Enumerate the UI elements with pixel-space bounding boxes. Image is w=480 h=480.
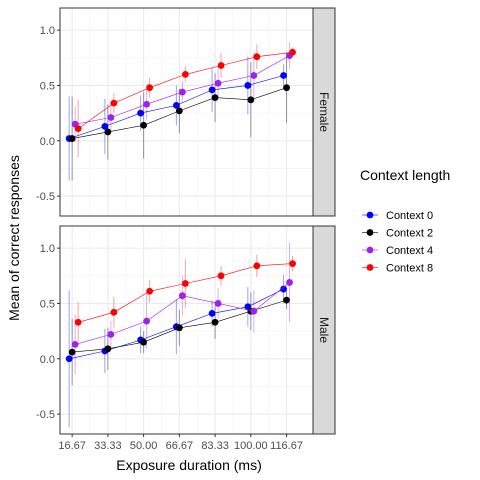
legend-label: Context 0: [386, 210, 433, 222]
data-point: [214, 300, 222, 307]
x-tick-label: 116.67: [270, 440, 303, 452]
x-tick-label: 16.67: [58, 440, 86, 452]
data-point: [143, 317, 151, 325]
data-point: [181, 70, 189, 78]
data-point: [146, 287, 154, 295]
data-point: [178, 88, 186, 96]
data-point: [71, 340, 79, 348]
data-point: [110, 99, 118, 107]
data-point: [181, 280, 189, 287]
data-point: [107, 114, 115, 121]
data-point: [283, 296, 290, 304]
data-point: [104, 345, 112, 353]
data-point: [101, 122, 109, 130]
data-point: [280, 72, 287, 79]
panel-background: [60, 8, 313, 216]
series-context-2: [68, 52, 290, 181]
legend-key-point: [366, 211, 374, 219]
data-point: [68, 135, 76, 142]
series-context-2: [68, 291, 290, 386]
series-context-8: [74, 44, 296, 158]
y-tick-label: 0.0: [40, 136, 55, 148]
legend-entry-context-8: Context 8: [362, 263, 433, 275]
data-point: [211, 94, 219, 102]
legend-title: Context length: [360, 167, 450, 183]
data-point: [244, 82, 252, 89]
data-point: [74, 318, 82, 326]
panel-male: -0.5 0.0 0.5 1.0 Male: [36, 225, 336, 435]
data-point: [211, 318, 219, 326]
panel-female: -0.5 0.0 0.5 1.0 Female: [36, 7, 336, 217]
data-point: [74, 125, 82, 132]
series-context-0: [65, 56, 287, 181]
legend-label: Context 4: [386, 245, 433, 257]
panels: -0.5 0.0 0.5 1.0 Female -0.5 0.0 0.5 1.0 Male: [36, 7, 336, 435]
legend-label: Context 8: [386, 263, 433, 275]
data-point: [289, 48, 296, 56]
data-point: [140, 121, 148, 129]
data-point: [250, 72, 258, 79]
data-point: [104, 128, 112, 136]
data-point: [217, 272, 225, 280]
y-tick-label: 1.0: [40, 243, 55, 255]
legend: Context length Context 0 Context 2 Context …: [360, 167, 450, 275]
data-point: [175, 324, 183, 332]
legend-entry-context-0: Context 0: [362, 210, 433, 222]
data-point: [146, 84, 154, 92]
data-point: [208, 310, 216, 317]
data-point: [110, 308, 118, 316]
series-context-8: [74, 254, 296, 343]
data-point: [247, 96, 255, 104]
x-tick-label: 83.33: [201, 440, 229, 452]
data-point: [68, 348, 76, 356]
data-point: [178, 292, 186, 300]
data-point: [289, 260, 296, 268]
data-point: [208, 86, 216, 94]
x-axis: 16.67 33.33 50.00 66.67 83.33 100.00 116.67: [58, 434, 303, 452]
y-tick-label: -0.5: [36, 191, 55, 203]
y-tick-label: -0.5: [36, 409, 55, 421]
y-tick-label: 0.0: [40, 354, 55, 366]
data-point: [280, 285, 287, 293]
legend-key-point: [366, 246, 374, 254]
legend-entry-context-2: Context 2: [362, 228, 433, 240]
data-point: [137, 109, 145, 117]
strip-female: [312, 7, 336, 217]
x-tick-label: 66.67: [166, 440, 194, 452]
data-point: [214, 79, 222, 87]
panel-background: [60, 226, 313, 434]
data-point: [172, 101, 180, 109]
x-tick-label: 50.00: [130, 440, 158, 452]
y-tick-label: 0.5: [40, 80, 55, 92]
x-tick-label: 33.33: [94, 440, 122, 452]
legend-entry-context-4: Context 4: [362, 245, 433, 257]
data-point: [253, 53, 261, 61]
x-tick-label: 100.00: [234, 440, 268, 452]
data-point: [217, 62, 225, 69]
legend-label: Context 2: [386, 228, 433, 240]
strip-label: Male: [317, 317, 331, 343]
data-point: [175, 107, 183, 115]
y-axis-title: Mean of correct responses: [6, 155, 22, 321]
data-point: [283, 84, 290, 92]
x-axis-title: Exposure duration (ms): [116, 457, 262, 473]
data-point: [250, 307, 258, 315]
data-point: [65, 355, 73, 363]
data-point: [140, 338, 148, 346]
y-tick-label: 1.0: [40, 25, 55, 37]
data-point: [143, 100, 151, 108]
data-point: [253, 262, 261, 270]
y-tick-label: 0.5: [40, 298, 55, 310]
strip-label: Female: [317, 92, 331, 132]
legend-key-point: [366, 229, 374, 236]
data-point: [107, 331, 115, 338]
data-point: [286, 279, 293, 286]
strip-male: [312, 225, 336, 435]
legend-key-point: [366, 264, 374, 271]
